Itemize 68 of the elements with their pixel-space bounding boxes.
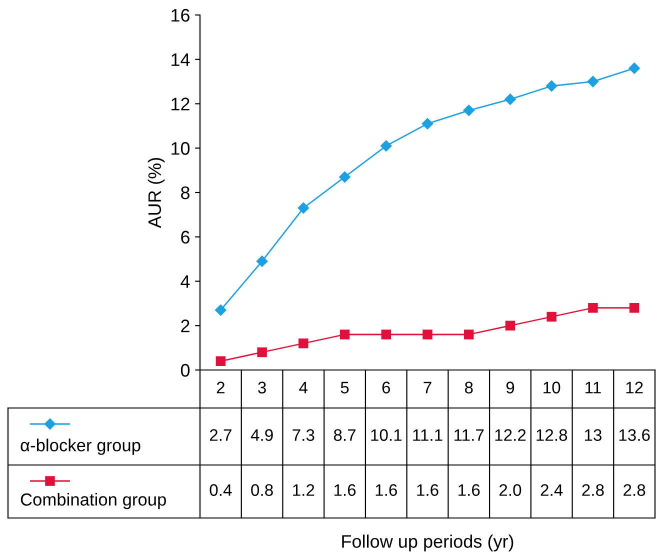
data-label: 8.7 bbox=[334, 429, 356, 441]
data-label: 11.1 bbox=[413, 429, 442, 441]
y-tick-label: 6 bbox=[181, 230, 190, 244]
point bbox=[505, 320, 516, 330]
x-tick-label: 11 bbox=[586, 382, 601, 394]
point bbox=[422, 330, 432, 340]
point bbox=[422, 118, 434, 130]
point bbox=[628, 62, 640, 74]
data-label: 13 bbox=[584, 429, 602, 441]
point bbox=[463, 104, 474, 116]
point bbox=[380, 140, 392, 152]
data-label: 2.0 bbox=[499, 484, 522, 496]
data-label: 1.6 bbox=[376, 484, 397, 496]
point bbox=[215, 304, 226, 316]
data-label: 13.6 bbox=[619, 429, 650, 441]
point bbox=[298, 202, 310, 214]
data-label: 1.6 bbox=[334, 484, 356, 496]
data-label: 1.2 bbox=[293, 484, 314, 496]
y-tick-label: 10 bbox=[172, 142, 190, 155]
data-label: 0.8 bbox=[251, 484, 273, 496]
x-tick-label: 2 bbox=[216, 382, 224, 394]
legend-label: Combination group bbox=[20, 492, 166, 510]
data-label: 1.6 bbox=[458, 484, 480, 496]
x-tick-label: 6 bbox=[382, 382, 390, 394]
point bbox=[340, 330, 350, 340]
data-label: 2.7 bbox=[210, 429, 232, 441]
data-label: 4.9 bbox=[250, 429, 273, 441]
point bbox=[504, 94, 516, 105]
point bbox=[381, 330, 391, 340]
x-tick-label: 12 bbox=[626, 382, 643, 394]
x-tick-label: 7 bbox=[424, 382, 432, 394]
point bbox=[588, 303, 598, 313]
data-label: 2.4 bbox=[540, 484, 563, 496]
point bbox=[464, 330, 474, 340]
y-axis-title: AUR (%) bbox=[148, 158, 165, 228]
data-label: 0.4 bbox=[210, 484, 232, 496]
x-tick-label: 10 bbox=[544, 382, 560, 394]
y-tick-label: 0 bbox=[180, 364, 190, 377]
y-tick-label: 12 bbox=[172, 98, 190, 110]
point bbox=[216, 356, 226, 366]
x-tick-label: 3 bbox=[258, 382, 266, 394]
text: Follow up periods (yr) bbox=[342, 534, 514, 552]
x-tick-label: 8 bbox=[464, 382, 473, 394]
point bbox=[298, 338, 308, 348]
legend-label: α-blocker group bbox=[20, 438, 140, 455]
point bbox=[629, 303, 640, 313]
point bbox=[257, 347, 267, 358]
data-label: 12.8 bbox=[536, 429, 568, 441]
point bbox=[339, 171, 350, 183]
data-label: 12.2 bbox=[495, 429, 526, 441]
x-tick-label: 9 bbox=[506, 382, 514, 394]
point bbox=[546, 312, 556, 322]
data-label: 1.6 bbox=[417, 484, 438, 496]
y-tick-label: 8 bbox=[181, 186, 190, 200]
point bbox=[256, 256, 268, 267]
y-tick-label: 4 bbox=[180, 275, 190, 288]
data-label: 11.7 bbox=[454, 429, 484, 441]
y-tick-label: 16 bbox=[172, 8, 190, 22]
data-label: 2.8 bbox=[624, 484, 646, 496]
data-label: 2.8 bbox=[582, 484, 604, 496]
data-label: 10.1 bbox=[371, 429, 402, 441]
x-tick-label: 4 bbox=[299, 382, 308, 394]
point bbox=[587, 76, 599, 88]
y-tick-label: 2 bbox=[181, 320, 190, 332]
point bbox=[546, 80, 558, 92]
x-tick-label: 5 bbox=[340, 382, 349, 394]
y-tick-label: 14 bbox=[172, 53, 190, 66]
data-label: 7.3 bbox=[292, 429, 314, 441]
